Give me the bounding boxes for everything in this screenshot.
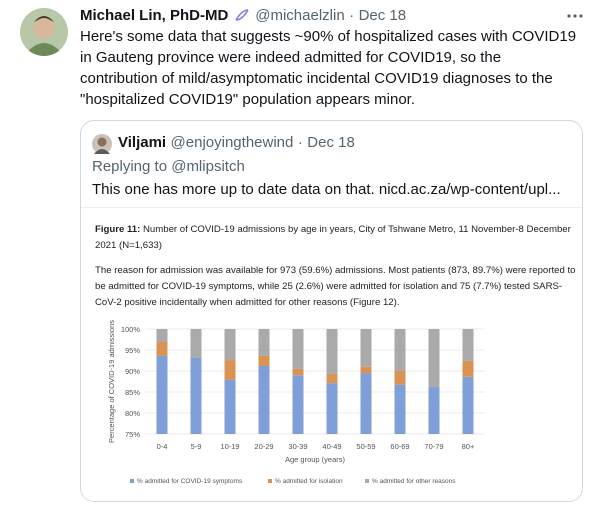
separator: · xyxy=(297,134,303,151)
bar-segment xyxy=(156,342,168,356)
tweet-header: Michael Lin, PhD-MD @michaelzlin · Dec 1… xyxy=(80,7,406,25)
bar-segment xyxy=(394,371,406,385)
bar-segment xyxy=(258,329,270,356)
bar-segment xyxy=(360,329,372,367)
bar-segment xyxy=(360,366,372,374)
x-tick-label: 80+ xyxy=(462,442,475,451)
bar-segment xyxy=(326,329,338,374)
x-tick-label: 50-59 xyxy=(356,442,375,451)
bar-segment xyxy=(258,355,270,366)
y-tick-label: 95% xyxy=(125,346,140,355)
bar-segment xyxy=(326,373,338,384)
more-icon[interactable] xyxy=(566,12,584,20)
legend-swatch xyxy=(365,479,369,483)
figure-caption: Figure 11: Number of COVID-19 admissions… xyxy=(95,222,577,254)
y-tick-label: 80% xyxy=(125,409,140,418)
y-tick-label: 90% xyxy=(125,367,140,376)
y-tick-label: 75% xyxy=(125,430,140,439)
x-tick-label: 30-39 xyxy=(288,442,307,451)
bar-segment xyxy=(224,379,236,434)
tweet-date[interactable]: Dec 18 xyxy=(358,7,407,24)
bar-segment xyxy=(258,365,270,434)
legend-label: % admitted for isolation xyxy=(275,478,343,485)
x-tick-label: 5-9 xyxy=(191,442,202,451)
separator: · xyxy=(349,7,355,24)
bar-segment xyxy=(292,329,304,369)
replying-to: Replying to @mlipsitch xyxy=(92,158,245,175)
x-tick-label: 40-49 xyxy=(322,442,341,451)
quoted-handle: @enjoyingthewind xyxy=(170,134,294,151)
figure-label: Figure 11: xyxy=(95,224,141,235)
y-tick-label: 100% xyxy=(121,325,141,334)
bar-segment xyxy=(360,373,372,434)
author-handle[interactable]: @michaelzlin xyxy=(255,7,345,24)
tweet-text: Here's some data that suggests ~90% of h… xyxy=(80,28,577,108)
bar-segment xyxy=(292,368,304,376)
bar-segment xyxy=(428,329,440,387)
bar-segment xyxy=(190,357,202,434)
bar-segment xyxy=(462,329,474,361)
quoted-author: Viljami xyxy=(118,134,167,151)
x-tick-label: 10-19 xyxy=(220,442,239,451)
quoted-header: Viljami @enjoyingthewind · Dec 18 xyxy=(118,134,355,152)
bar-segment xyxy=(462,376,474,434)
y-tick-label: 85% xyxy=(125,388,140,397)
x-tick-label: 70-79 xyxy=(424,442,443,451)
caption-text: Number of COVID-19 admissions by age in … xyxy=(95,224,571,251)
chart: 75% 80% 85% 90% 95% 100% Percentage of COVID-1… xyxy=(107,320,485,485)
bar-segment xyxy=(326,383,338,434)
avatar[interactable] xyxy=(20,8,68,56)
y-axis-label: Percentage of COVID-19 admissions xyxy=(107,320,116,443)
bar-segment xyxy=(428,386,440,434)
legend-label: % admitted for other reasons xyxy=(372,478,456,485)
figure-paragraph: The reason for admission was available f… xyxy=(95,265,576,308)
bar-segment xyxy=(190,329,202,358)
bar-segment xyxy=(394,329,406,371)
x-tick-label: 60-69 xyxy=(390,442,409,451)
quoted-tweet[interactable]: Viljami @enjoyingthewind · Dec 18 Replyi… xyxy=(80,120,583,502)
x-axis-label: Age group (years) xyxy=(285,455,346,464)
bar-segment xyxy=(292,375,304,434)
bar-segment xyxy=(224,329,236,361)
x-tick-label: 20-29 xyxy=(254,442,273,451)
legend-label: % admitted for COVID-19 symptoms xyxy=(137,478,243,485)
bar-segment xyxy=(156,329,168,343)
dna-icon xyxy=(235,9,249,21)
quoted-date: Dec 18 xyxy=(307,134,355,151)
legend-swatch xyxy=(268,479,272,483)
quoted-avatar xyxy=(92,134,112,154)
bar-segment xyxy=(394,384,406,434)
x-tick-label: 0-4 xyxy=(157,442,168,451)
author-name[interactable]: Michael Lin, PhD-MD xyxy=(80,7,229,24)
bar-segment xyxy=(224,360,236,380)
bar-segment xyxy=(462,360,474,377)
quoted-text: This one has more up to date data on tha… xyxy=(92,181,561,198)
bar-segment xyxy=(156,355,168,434)
legend-swatch xyxy=(130,479,134,483)
